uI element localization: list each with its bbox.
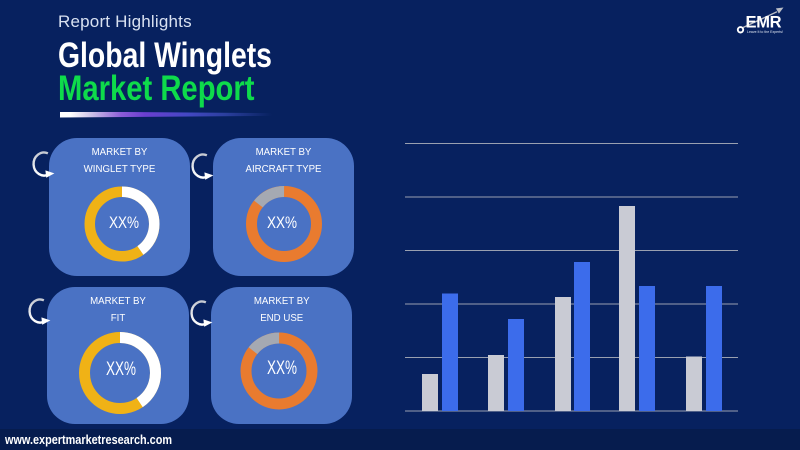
svg-text:Leave It to the Experts!: Leave It to the Experts! (747, 30, 783, 34)
svg-text:EMR: EMR (746, 14, 782, 32)
